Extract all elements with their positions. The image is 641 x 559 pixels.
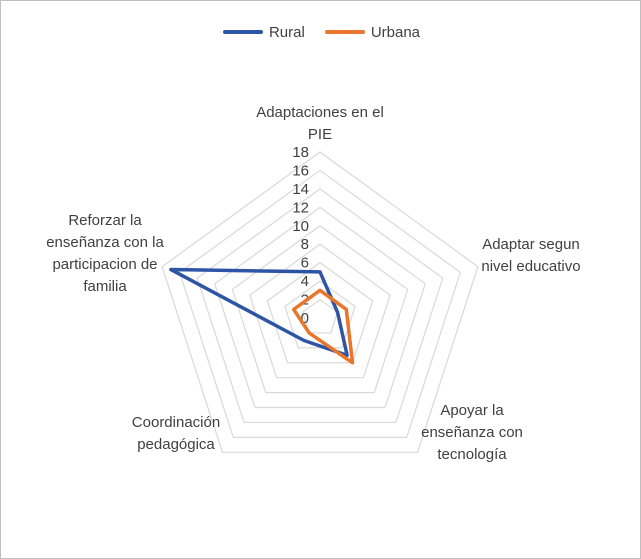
r-tick-label: 8 [301, 236, 309, 253]
r-tick-label: 10 [292, 218, 309, 235]
grid-ring [249, 243, 391, 379]
r-tick-label: 18 [292, 144, 309, 161]
legend-swatch-urbana [324, 30, 365, 34]
r-tick-label: 0 [301, 310, 309, 327]
grid-ring [196, 188, 444, 424]
legend-label-urbana: Urbana [370, 23, 421, 41]
r-tick-label: 14 [292, 181, 309, 198]
grid-ring [178, 169, 462, 438]
legend: Rural Urbana [1, 21, 641, 43]
grid-ring [161, 151, 479, 453]
series-line-urbana [291, 288, 355, 365]
grid-ring [301, 298, 339, 334]
grid-ring [266, 261, 374, 364]
grid-ring [231, 225, 409, 394]
r-tick-label: 16 [292, 162, 309, 179]
grid-ring [284, 280, 356, 349]
category-label: Coordinación pedagógica [132, 414, 220, 453]
category-label: Adaptaciones en el PIE [256, 104, 384, 143]
legend-item-rural: Rural [222, 23, 305, 41]
series-line-rural [169, 267, 349, 358]
category-label: Reforzar la enseñanza con la participacion… [46, 212, 164, 295]
category-label: Adaptar segun nivel educativo [481, 236, 580, 275]
legend-label-rural: Rural [268, 23, 305, 41]
r-tick-label: 4 [301, 273, 309, 290]
legend-item-urbana: Urbana [324, 23, 421, 41]
legend-swatch-rural [222, 30, 263, 34]
category-label: Apoyar la enseñanza con tecnología [421, 402, 523, 463]
r-tick-label: 6 [301, 255, 309, 272]
r-tick-label: 12 [292, 199, 309, 216]
